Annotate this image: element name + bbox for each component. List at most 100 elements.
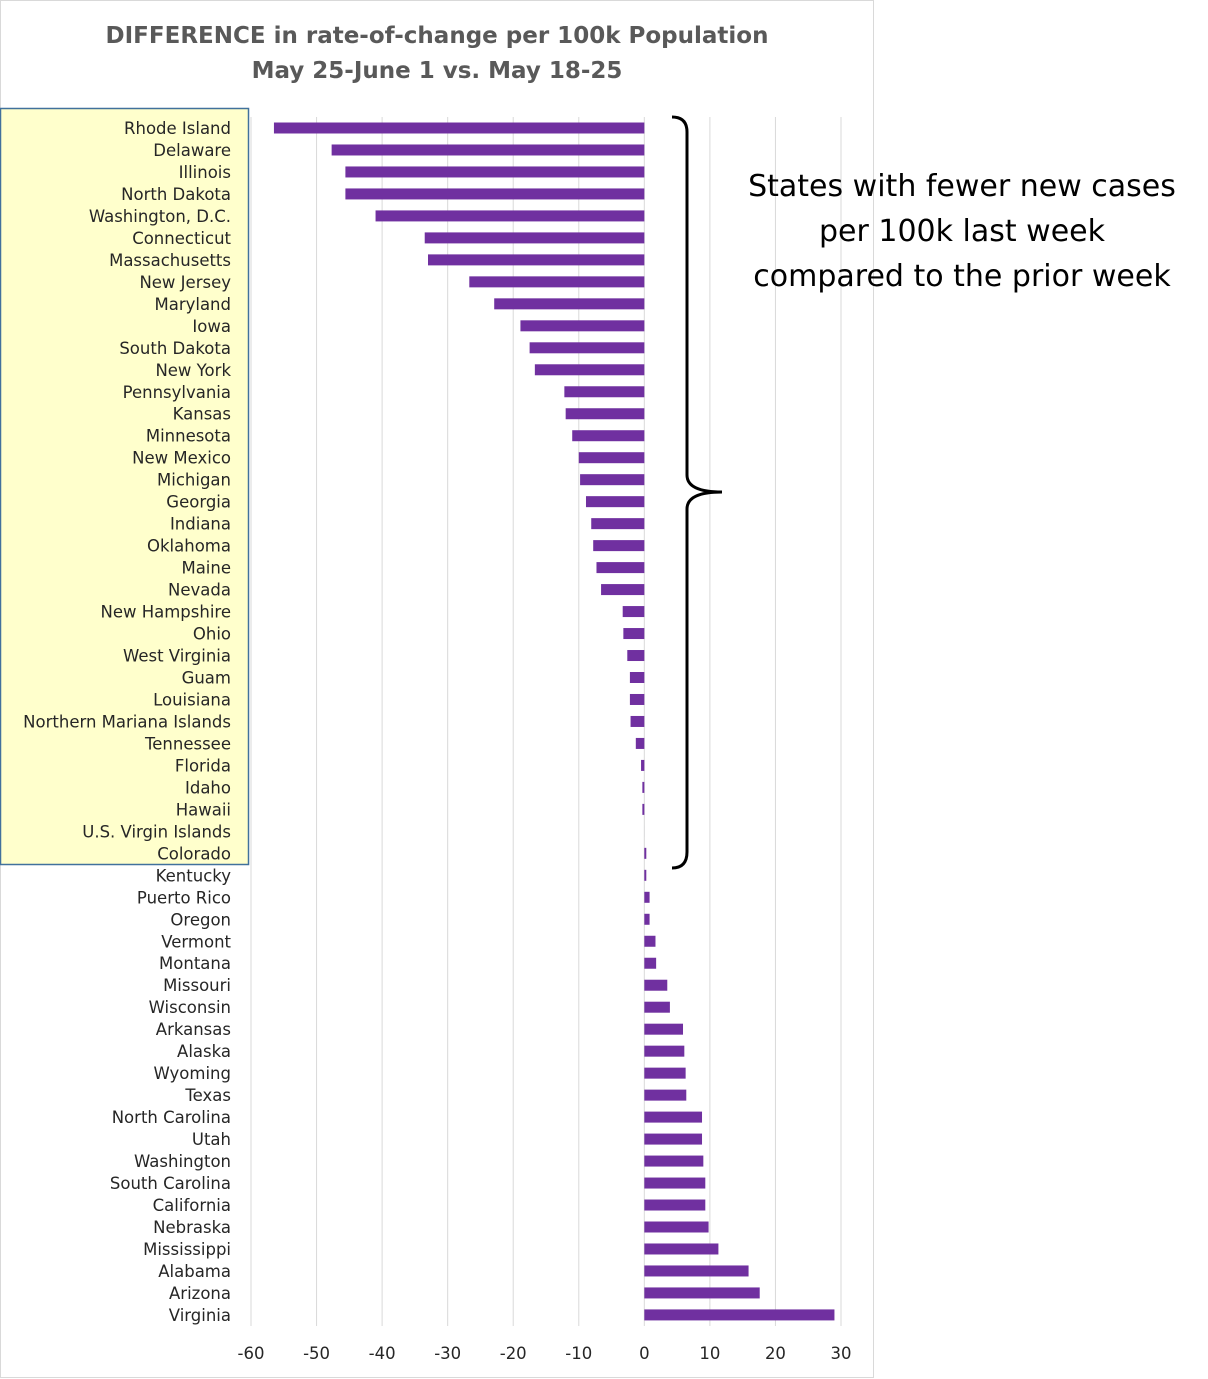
- bar: [564, 386, 645, 398]
- category-label: Delaware: [153, 141, 231, 160]
- category-label: Pennsylvania: [123, 383, 231, 402]
- category-label: Arkansas: [156, 1020, 231, 1039]
- bar: [424, 232, 645, 244]
- category-label: Alabama: [158, 1262, 231, 1281]
- category-label: West Virginia: [123, 647, 231, 666]
- category-label: Louisiana: [153, 690, 231, 709]
- category-label: Texas: [184, 1086, 231, 1105]
- bar: [596, 562, 645, 574]
- category-label: Wisconsin: [149, 998, 231, 1017]
- category-label: Florida: [175, 756, 231, 775]
- bar: [644, 1111, 703, 1123]
- bar: [593, 540, 645, 552]
- category-label: South Dakota: [119, 339, 231, 358]
- bar: [635, 737, 645, 749]
- bar: [644, 1133, 703, 1145]
- category-label: Wyoming: [154, 1064, 231, 1083]
- category-label: North Dakota: [121, 185, 231, 204]
- category-label: Guam: [182, 669, 231, 688]
- category-label: Indiana: [170, 515, 231, 534]
- category-label: Virginia: [169, 1306, 231, 1325]
- bar: [644, 1045, 685, 1057]
- bar: [578, 452, 645, 464]
- bar: [629, 693, 645, 705]
- category-label: Oregon: [170, 910, 231, 929]
- bar: [622, 606, 645, 618]
- category-label: Hawaii: [176, 800, 231, 819]
- category-label: Washington: [134, 1152, 231, 1171]
- bar: [375, 210, 645, 222]
- bar: [644, 847, 647, 859]
- bar: [580, 474, 645, 486]
- brace: [671, 115, 723, 870]
- bar: [565, 408, 645, 420]
- category-label: California: [153, 1196, 231, 1215]
- category-label: Montana: [159, 954, 231, 973]
- category-label: Rhode Island: [124, 119, 231, 138]
- bar: [629, 672, 645, 683]
- annotation-line1: States with fewer new cases: [748, 169, 1176, 204]
- bar: [644, 979, 668, 991]
- bars: [273, 122, 835, 1321]
- category-label: Ohio: [193, 625, 231, 644]
- category-label: Northern Mariana Islands: [23, 712, 231, 731]
- bar: [572, 430, 645, 442]
- bar: [644, 1023, 684, 1035]
- bar: [644, 869, 647, 881]
- chart-title-line2: May 25-June 1 vs. May 18-25: [252, 58, 623, 84]
- annotation-line2: per 100k last week: [819, 214, 1106, 249]
- category-label: Nebraska: [153, 1218, 231, 1237]
- category-label: Kentucky: [156, 866, 232, 885]
- x-tick-label: 20: [765, 1344, 786, 1363]
- bar: [642, 781, 645, 793]
- category-label: Alaska: [177, 1042, 231, 1061]
- bar: [469, 276, 645, 288]
- category-label: Georgia: [166, 493, 231, 512]
- x-tick-label: 30: [831, 1344, 852, 1363]
- bar: [644, 1177, 706, 1189]
- category-label: South Carolina: [110, 1174, 231, 1193]
- category-label: New Hampshire: [100, 603, 231, 622]
- x-tick-label: -40: [369, 1344, 396, 1363]
- bar: [623, 628, 645, 640]
- category-label: Vermont: [161, 932, 231, 951]
- x-axis-ticks: -60 -50 -40 -30 -20 -10 0 10 20 30: [238, 1344, 852, 1363]
- bar: [644, 1155, 704, 1167]
- bar: [585, 496, 645, 508]
- bar: [644, 891, 650, 903]
- category-label: Puerto Rico: [137, 888, 231, 907]
- bar: [644, 1243, 719, 1255]
- category-label: Colorado: [157, 844, 231, 863]
- category-label: Washington, D.C.: [89, 207, 231, 226]
- x-tick-label: -50: [303, 1344, 330, 1363]
- x-tick-label: -10: [565, 1344, 592, 1363]
- bar: [273, 122, 645, 134]
- category-label: Arizona: [169, 1284, 231, 1303]
- bar: [644, 1089, 687, 1101]
- bar: [529, 342, 645, 354]
- bar: [630, 715, 645, 727]
- x-tick-label: 0: [639, 1344, 650, 1363]
- gridlines: [250, 117, 842, 1326]
- bar: [627, 650, 645, 662]
- bar: [644, 957, 657, 969]
- bar: [520, 320, 645, 332]
- category-label: New York: [155, 361, 231, 380]
- category-label: Missouri: [163, 976, 231, 995]
- bar: [494, 298, 645, 310]
- bar: [345, 188, 645, 200]
- bar: [641, 759, 645, 771]
- bar: [644, 1067, 686, 1079]
- bar: [644, 1221, 709, 1233]
- bar: [331, 144, 645, 156]
- bar: [644, 1001, 670, 1013]
- x-tick-label: -60: [238, 1344, 265, 1363]
- category-labels: Rhode Island Delaware Illinois North Dakota…: [23, 119, 231, 1325]
- category-label: Utah: [192, 1130, 231, 1149]
- bar: [642, 803, 645, 815]
- category-label: Michigan: [157, 471, 231, 490]
- x-tick-label: -30: [434, 1344, 461, 1363]
- category-label: New Mexico: [132, 449, 231, 468]
- category-label: Illinois: [179, 163, 231, 182]
